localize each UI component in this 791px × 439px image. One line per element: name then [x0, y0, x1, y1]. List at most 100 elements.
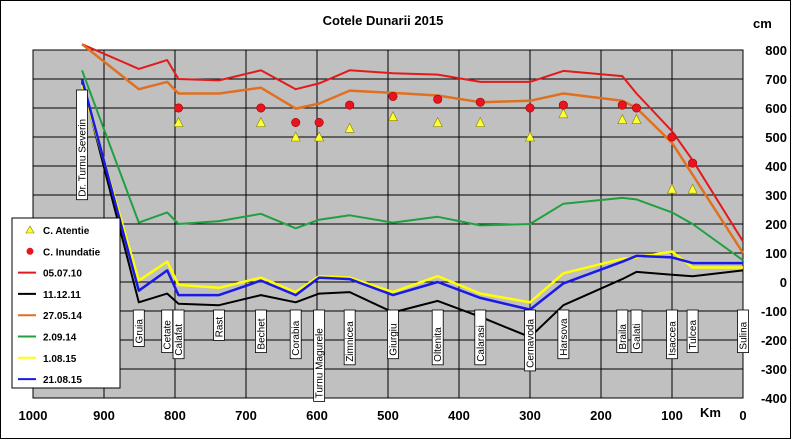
y-tick-label: 400: [765, 159, 787, 174]
atentie-marker: [344, 122, 355, 133]
station-label: Galati: [630, 309, 643, 353]
x-tick-label: 400: [448, 408, 470, 423]
y-tick-label: 200: [765, 217, 787, 232]
atentie-marker: [173, 116, 184, 127]
station-label-text: Harsova: [559, 318, 570, 356]
station-label-box: [289, 309, 302, 360]
station-label-box: [686, 309, 699, 353]
station-label: Tulcea: [686, 309, 699, 353]
station-label-text: Isaccea: [668, 321, 679, 356]
legend: C. Atentie C. Inundatie 05.07.10 11.12.11 27…: [11, 217, 121, 389]
y-tick-label: -300: [761, 362, 787, 377]
legend-swatch-circle: [26, 247, 34, 255]
legend-item: C. Inundatie: [26, 247, 101, 258]
station-label: Rast: [213, 309, 226, 341]
inundatie-marker: [314, 118, 324, 128]
station-label-text: Zimnicea: [345, 321, 356, 362]
legend-item: 2.09.14: [18, 333, 77, 344]
inundatie-marker: [688, 158, 698, 168]
station-label-box: [616, 309, 629, 353]
station-label-text: Corabia: [291, 320, 302, 355]
legend-label: 21.08.15: [43, 375, 82, 386]
station-label: Calarasi: [474, 309, 487, 366]
y-tick-label: -100: [761, 304, 787, 319]
x-tick-label: 700: [235, 408, 257, 423]
station-label-text: Cernavoda: [526, 319, 537, 368]
station-label-text: Bechet: [256, 318, 267, 349]
station-label-box: [76, 89, 88, 201]
station-label-box: [666, 309, 678, 360]
station-label-text: Gruia: [134, 319, 145, 344]
inundatie-marker: [345, 100, 355, 110]
legend-label: 11.12.11: [43, 290, 81, 301]
legend-label: 2.09.14: [43, 333, 77, 344]
legend-label: 27.05.14: [43, 311, 82, 322]
station-label: Isaccea: [666, 309, 679, 360]
station-label-box: [213, 309, 225, 341]
y-tick-label: 300: [765, 188, 787, 203]
station-label-box: [557, 309, 570, 360]
station-label-box: [630, 309, 643, 353]
series-line-21.08.15: [80, 78, 743, 311]
station-label-text: Galati: [632, 323, 643, 349]
station-label-text: Cetate: [163, 320, 174, 350]
inundatie-marker: [558, 100, 568, 110]
legend-item: 11.12.11: [18, 290, 81, 301]
atentie-marker: [314, 131, 325, 142]
station-label: Cernavoda: [524, 309, 537, 372]
atentie-marker: [387, 111, 398, 121]
station-label-box: [132, 309, 145, 347]
x-tick-label: 1000: [19, 408, 48, 423]
atentie-marker: [558, 108, 569, 119]
inundatie-marker: [617, 100, 627, 110]
station-label-text: Oltenita: [433, 327, 444, 362]
station-label-box: [255, 309, 267, 353]
legend-label: C. Inundatie: [43, 247, 101, 258]
station-labels: Dr. Turnu Severin Gruia Cetate Calafat Rast B…: [76, 89, 750, 402]
legend-item: 21.08.15: [18, 375, 82, 386]
x-axis-unit-label: Km: [700, 405, 721, 420]
y-tick-label: 100: [765, 246, 787, 261]
station-label-text: Turnu Magurele: [315, 328, 326, 399]
legend-label: 05.07.10: [43, 269, 82, 280]
y-tick-label: 700: [765, 72, 787, 87]
series-layer: [80, 43, 745, 339]
y-tick-label: -200: [761, 333, 787, 348]
x-tick-label: 900: [93, 408, 115, 423]
legend-box: [11, 217, 121, 389]
legend-swatch-triangle: [25, 225, 35, 234]
x-tick-label: 300: [519, 408, 541, 423]
station-label: Giurgiu: [387, 309, 399, 360]
station-label-text: Rast: [215, 317, 226, 338]
y-tick-label: 500: [765, 130, 787, 145]
atentie-marker: [290, 131, 301, 142]
station-label-text: Sulina: [739, 321, 750, 349]
station-label: Sulina: [737, 309, 750, 353]
station-label-box: [387, 309, 399, 360]
station-label-box: [313, 309, 326, 402]
legend-label: 1.08.15: [43, 354, 77, 365]
station-label-box: [431, 309, 444, 366]
atentie-marker: [631, 113, 642, 124]
atentie-marker: [617, 113, 628, 124]
legend-item: 27.05.14: [18, 311, 82, 322]
station-label: Oltenita: [431, 309, 444, 366]
inundatie-marker: [291, 118, 301, 128]
inundatie-marker: [525, 103, 535, 113]
y-tick-label: 0: [780, 275, 787, 290]
station-label-text: Braila: [618, 324, 629, 350]
y-tick-label: -400: [761, 391, 787, 406]
station-label-text: Dr. Turnu Severin: [77, 119, 88, 197]
station-label-text: Calafat: [174, 324, 185, 356]
inundatie-marker: [433, 94, 443, 104]
x-tick-label: 200: [590, 408, 612, 423]
station-label-box: [172, 309, 185, 360]
legend-item: C. Atentie: [25, 225, 90, 237]
station-label-box: [737, 309, 749, 353]
inundatie-marker: [475, 97, 485, 107]
legend-label: C. Atentie: [43, 226, 90, 237]
atentie-marker: [667, 183, 677, 194]
station-label-box: [343, 309, 356, 366]
station-label: Zimnicea: [343, 309, 356, 366]
